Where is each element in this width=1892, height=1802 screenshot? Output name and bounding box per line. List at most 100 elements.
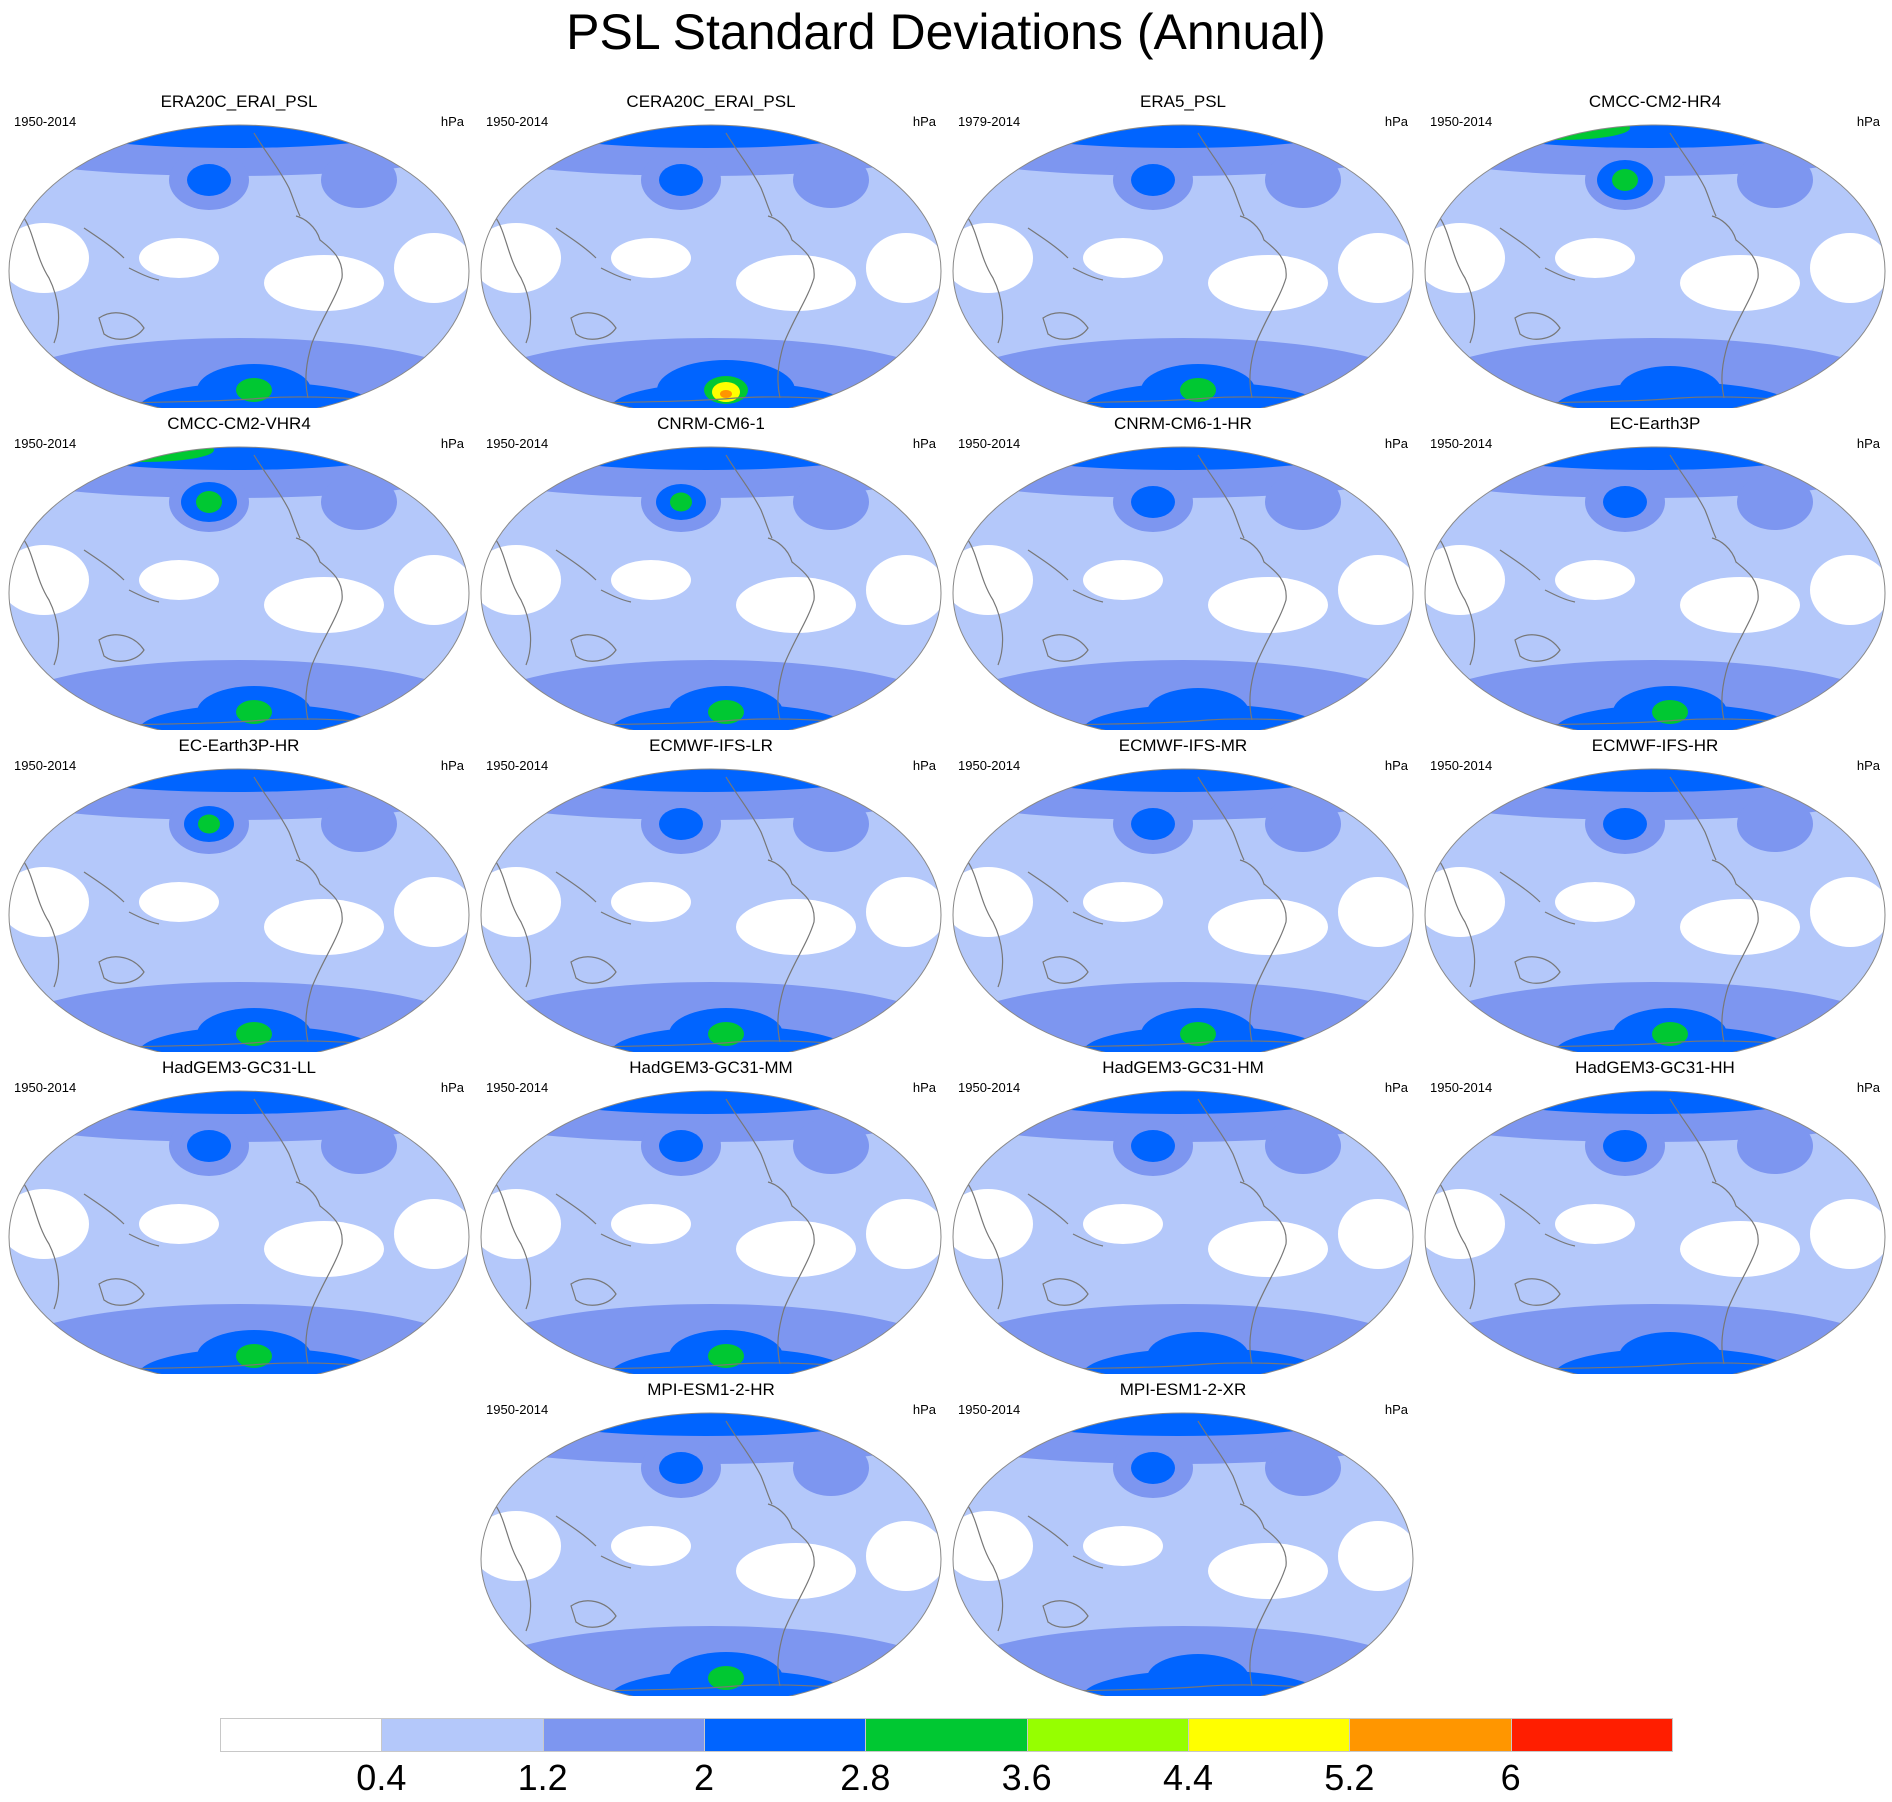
robinson-map [952, 1412, 1414, 1696]
low-variability-area [1083, 1526, 1163, 1566]
north-america-coast [1197, 776, 1245, 861]
south-america-coast [295, 1181, 343, 1365]
arctic-band [1480, 125, 1820, 148]
north-atlantic-center [1737, 796, 1813, 852]
low-variability-area [736, 255, 856, 311]
australia-coast [1042, 1600, 1089, 1628]
africa-coast [967, 1183, 1004, 1310]
colorbar-box [1026, 1718, 1189, 1752]
aleutian-peak [670, 492, 692, 512]
north-america-coast [253, 1098, 301, 1183]
colorbar-box [1510, 1718, 1673, 1752]
colorbar-tick-label: 0.4 [356, 1757, 407, 1798]
amundsen-peak [236, 1022, 272, 1046]
robinson-map [1424, 768, 1886, 1052]
aleutian-low [659, 1452, 703, 1484]
robinson-map [1424, 124, 1886, 408]
aleutian-low [1131, 486, 1175, 518]
colorbar-box [542, 1718, 705, 1752]
africa-coast [495, 861, 532, 988]
aleutian-low [1603, 808, 1647, 840]
south-america-coast [1711, 537, 1759, 721]
north-america-coast [1197, 132, 1245, 217]
panel-period: 1950-2014 [486, 1402, 549, 1417]
north-america-coast [1669, 1098, 1717, 1183]
australia-coast [98, 956, 145, 984]
south-america-coast [1711, 859, 1759, 1043]
arctic-band [64, 447, 404, 470]
map-panel: HadGEM3-GC31-HM 1950-2014 hPa [948, 1058, 1418, 1376]
north-america-coast [1669, 776, 1717, 861]
map-panel: EC-Earth3P-HR 1950-2014 hPa [4, 736, 474, 1054]
australia-coast [570, 1278, 617, 1306]
map-outline [480, 446, 942, 730]
panel-title: MPI-ESM1-2-HR [647, 1380, 775, 1399]
figure-title: PSL Standard Deviations (Annual) [566, 4, 1326, 60]
low-variability-area [1680, 899, 1800, 955]
southern-ocean-band [1555, 1348, 1795, 1374]
asia-coast [1027, 549, 1104, 603]
map-outline [952, 1090, 1414, 1374]
panel-title: MPI-ESM1-2-XR [1119, 1380, 1247, 1399]
panel-unit: hPa [440, 436, 464, 451]
robinson-map [480, 768, 942, 1052]
africa-coast [967, 217, 1004, 344]
southern-ocean-band [1083, 704, 1323, 730]
map-outline [1424, 1090, 1886, 1374]
africa-coast [967, 861, 1004, 988]
colorbar [220, 1718, 1673, 1754]
australia-coast [570, 634, 617, 662]
south-america-coast [295, 215, 343, 399]
panel-title: CERA20C_ERAI_PSL [626, 92, 796, 111]
amundsen-peak [236, 1344, 272, 1368]
robinson-map [1424, 1090, 1886, 1374]
low-variability-area [1810, 555, 1885, 625]
low-variability-area [264, 577, 384, 633]
low-variability-area [953, 1511, 1033, 1581]
africa-coast [23, 539, 60, 666]
north-atlantic-center [321, 796, 397, 852]
amundsen-peak [236, 700, 272, 724]
asia-coast [555, 227, 632, 281]
map-panel: ECMWF-IFS-LR 1950-2014 hPa [476, 736, 946, 1054]
aleutian-low [659, 1130, 703, 1162]
low-variability-area [1680, 255, 1800, 311]
colorbar-box [1349, 1718, 1512, 1752]
low-variability-area [1555, 238, 1635, 278]
panel-period: 1950-2014 [486, 114, 549, 129]
map-panel: CNRM-CM6-1-HR 1950-2014 hPa [948, 414, 1418, 732]
colorbar-box [1188, 1718, 1351, 1752]
low-variability-area [1083, 882, 1163, 922]
panel-unit: hPa [1856, 758, 1880, 773]
low-variability-area [1208, 899, 1328, 955]
low-variability-area [953, 545, 1033, 615]
aleutian-low [1603, 486, 1647, 518]
north-america-coast [253, 454, 301, 539]
panel-title: EC-Earth3P-HR [178, 736, 300, 755]
north-atlantic-center [1265, 152, 1341, 208]
southern-ocean-band [1555, 382, 1795, 408]
low-variability-area [1425, 1189, 1505, 1259]
map-outline [480, 1412, 942, 1696]
arctic-band [1008, 447, 1348, 470]
aleutian-peak [198, 814, 220, 834]
panel-period: 1950-2014 [958, 758, 1021, 773]
asia-coast [1027, 871, 1104, 925]
low-variability-area [394, 555, 469, 625]
map-outline [1424, 446, 1886, 730]
south-america-coast [1711, 215, 1759, 399]
low-variability-area [866, 555, 941, 625]
arctic-band [1480, 1091, 1820, 1114]
map-panel: HadGEM3-GC31-LL 1950-2014 hPa [4, 1058, 474, 1376]
panel-unit: hPa [440, 1080, 464, 1095]
colorbar-tick-label: 2 [693, 1757, 715, 1798]
low-variability-area [1810, 233, 1885, 303]
low-variability-area [139, 1204, 219, 1244]
low-variability-area [139, 882, 219, 922]
low-variability-area [9, 545, 89, 615]
north-atlantic-center [1737, 474, 1813, 530]
north-atlantic-center [1737, 152, 1813, 208]
panel-period: 1950-2014 [958, 1080, 1021, 1095]
panel-title: ERA20C_ERAI_PSL [160, 92, 318, 111]
low-variability-area [481, 1511, 561, 1581]
